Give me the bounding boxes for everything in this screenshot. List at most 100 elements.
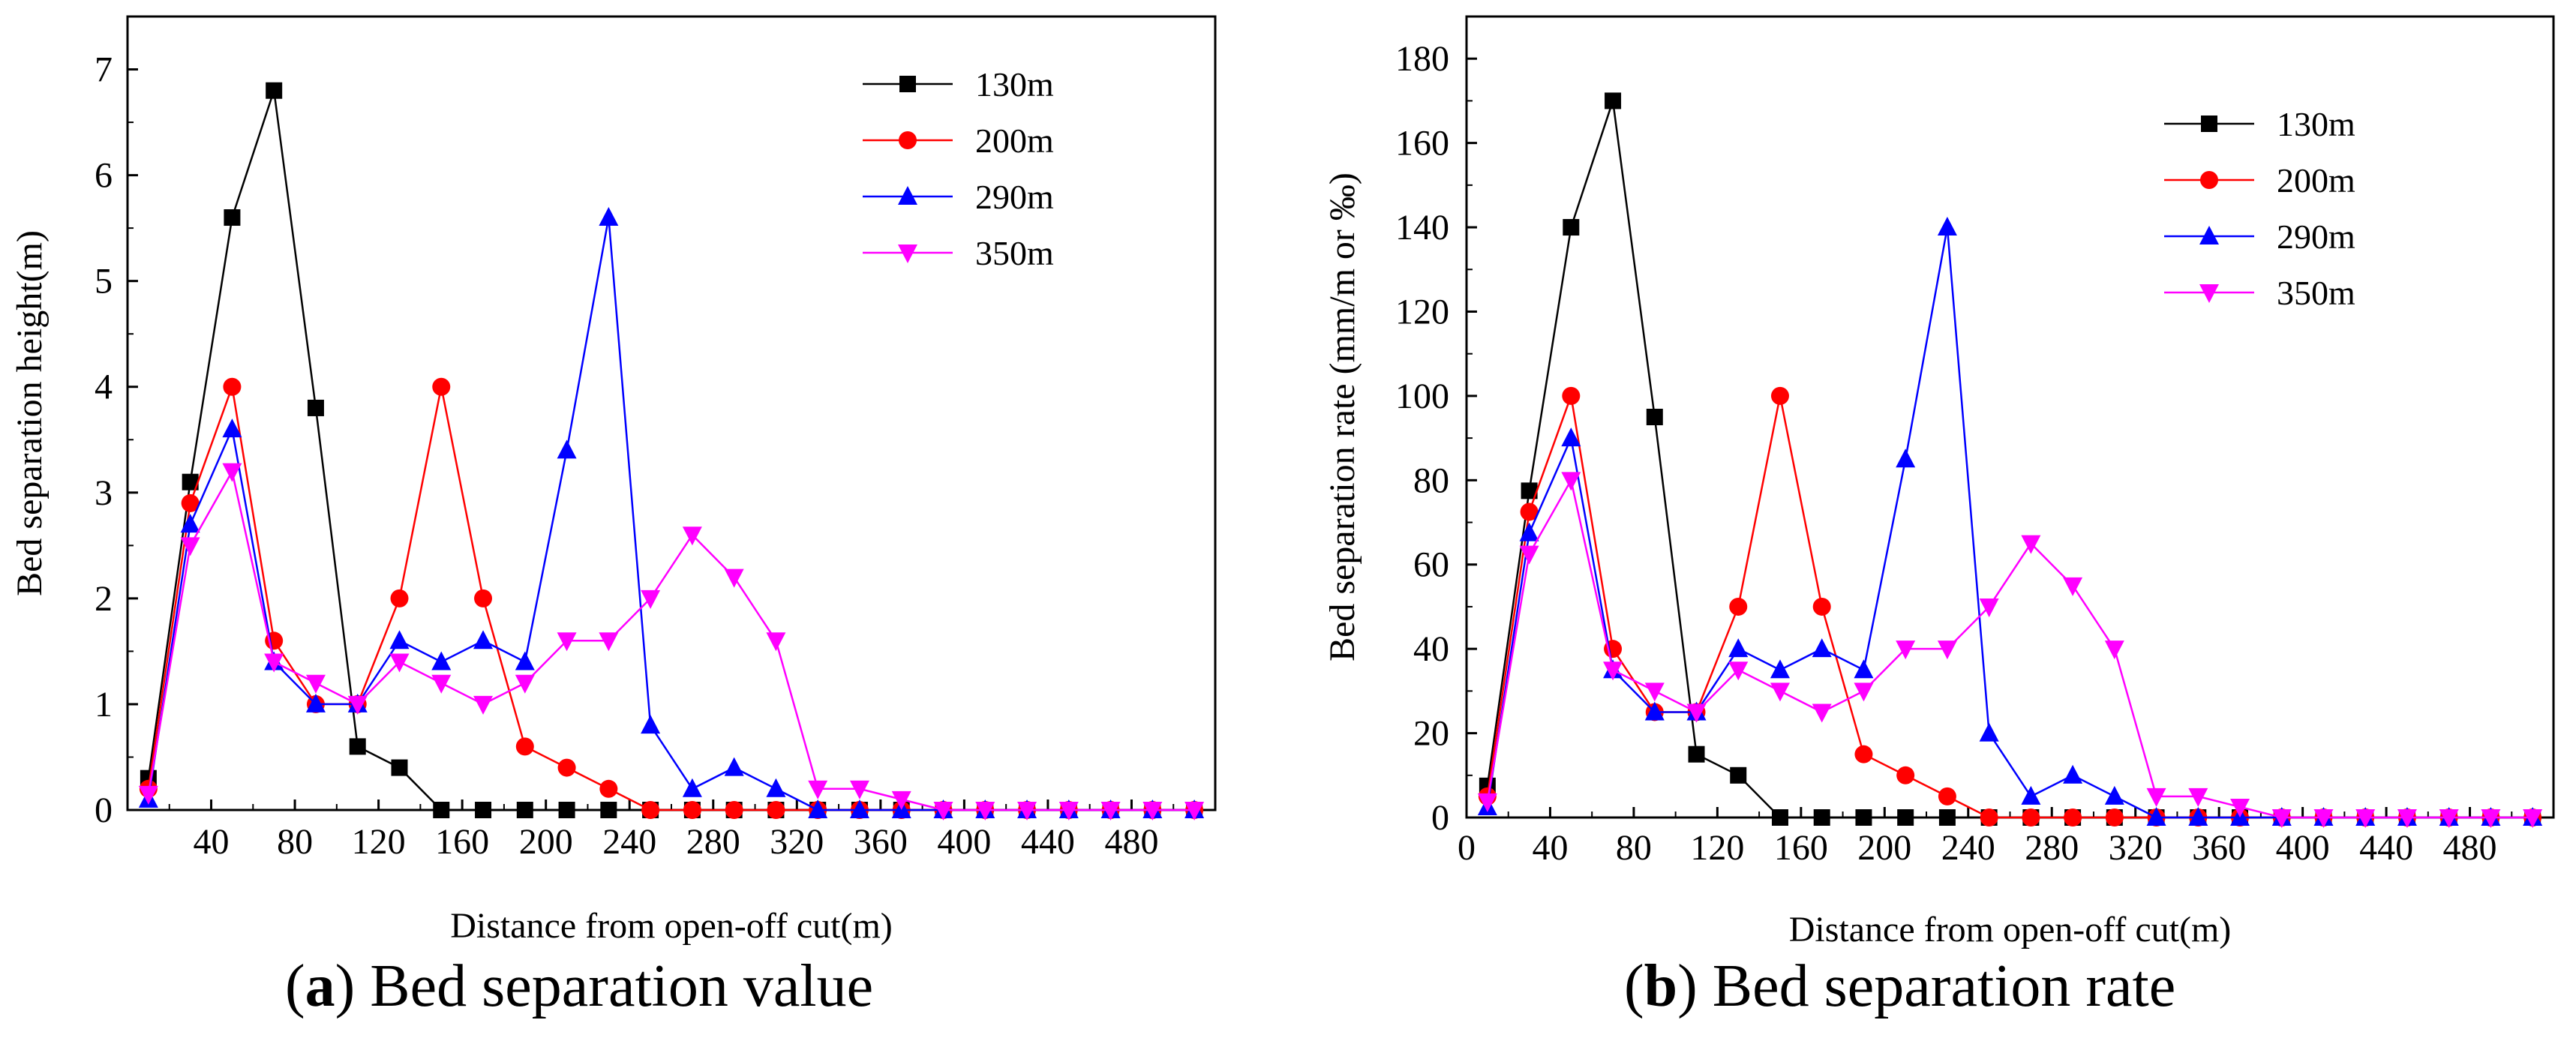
legend-marker-200m xyxy=(2200,171,2218,189)
y-tick-label: 3 xyxy=(95,473,113,513)
y-tick-label: 20 xyxy=(1413,714,1449,754)
data-point-200m xyxy=(515,737,534,756)
data-point-290m xyxy=(2146,807,2166,826)
data-point-130m xyxy=(1688,746,1705,763)
data-point-350m xyxy=(599,632,619,652)
data-point-290m xyxy=(473,630,494,650)
data-point-290m xyxy=(1854,659,1874,679)
legend-marker-290m xyxy=(2199,226,2219,244)
data-point-130m xyxy=(1521,482,1538,500)
data-point-350m xyxy=(557,632,577,652)
x-axis-title: Distance from open-off cut(m) xyxy=(1789,910,2232,950)
data-point-130m xyxy=(1730,766,1747,784)
x-tick-label: 40 xyxy=(194,822,230,862)
x-tick-label: 400 xyxy=(937,822,991,862)
data-point-350m xyxy=(641,590,661,609)
data-point-350m xyxy=(1058,802,1079,820)
data-point-350m xyxy=(347,695,368,715)
data-point-200m xyxy=(2105,808,2124,826)
data-point-350m xyxy=(808,780,828,800)
data-point-350m xyxy=(1896,640,1916,660)
series-line-350m xyxy=(147,469,1195,812)
x-tick-label: 80 xyxy=(277,822,313,862)
data-point-130m xyxy=(433,802,450,818)
data-point-200m xyxy=(599,779,618,798)
data-point-290m xyxy=(2104,785,2124,805)
data-point-130m xyxy=(1771,809,1788,826)
x-tick-label: 80 xyxy=(1616,828,1652,868)
data-point-130m xyxy=(1605,92,1622,110)
data-point-200m xyxy=(1770,386,1789,405)
data-point-350m xyxy=(180,537,200,556)
data-point-350m xyxy=(2063,577,2083,596)
data-point-290m xyxy=(724,757,744,776)
legend-label-200m: 200m xyxy=(975,122,1054,160)
y-tick-label: 140 xyxy=(1395,208,1449,248)
x-tick-label: 280 xyxy=(686,822,740,862)
data-point-350m xyxy=(2313,809,2334,828)
x-tick-label: 200 xyxy=(1857,828,1911,868)
data-point-350m xyxy=(1017,802,1037,820)
x-tick-label: 240 xyxy=(602,822,656,862)
legend-label-290m: 290m xyxy=(975,178,1054,216)
data-point-350m xyxy=(1812,704,1832,723)
data-point-200m xyxy=(1812,597,1831,616)
x-tick-label: 360 xyxy=(854,822,908,862)
data-point-290m xyxy=(766,778,786,797)
data-point-290m xyxy=(515,651,535,670)
data-point-290m xyxy=(389,630,410,650)
data-point-130m xyxy=(1897,809,1914,826)
data-point-350m xyxy=(1519,545,1539,565)
x-tick-label: 440 xyxy=(2359,828,2413,868)
data-point-350m xyxy=(1728,662,1749,681)
y-tick-label: 180 xyxy=(1395,39,1449,79)
data-point-200m xyxy=(725,801,743,819)
data-point-200m xyxy=(390,589,409,608)
y-axis-title: Bed separation height(m) xyxy=(10,230,50,596)
data-point-200m xyxy=(1854,745,1873,764)
legend-label-290m: 290m xyxy=(2277,218,2355,256)
data-point-350m xyxy=(1937,640,1957,660)
data-point-130m xyxy=(1855,809,1872,826)
data-point-290m xyxy=(808,800,828,818)
data-point-290m xyxy=(2063,764,2083,784)
x-tick-label: 0 xyxy=(1458,828,1476,868)
data-point-200m xyxy=(1562,386,1581,405)
data-point-290m xyxy=(431,651,452,670)
x-tick-label: 160 xyxy=(435,822,489,862)
legend-label-130m: 130m xyxy=(975,65,1054,104)
y-tick-label: 100 xyxy=(1395,376,1449,416)
data-point-350m xyxy=(766,632,786,652)
y-axis-title: Bed separation rate (mm/m or ‰) xyxy=(1323,172,1362,662)
data-point-350m xyxy=(1686,704,1707,723)
plot-frame xyxy=(1465,15,2555,819)
y-tick-label: 0 xyxy=(1431,798,1449,838)
data-point-350m xyxy=(682,526,702,546)
series-line-350m xyxy=(1486,477,2533,819)
y-tick-label: 6 xyxy=(95,156,113,196)
legend-marker-130m xyxy=(899,76,916,92)
y-tick-label: 2 xyxy=(95,579,113,619)
legend-label-350m: 350m xyxy=(2277,274,2355,312)
y-tick-label: 4 xyxy=(95,368,113,407)
legend-label-200m: 200m xyxy=(2277,161,2355,200)
data-point-200m xyxy=(683,801,701,819)
legend-marker-350m xyxy=(898,244,917,263)
legend-label-130m: 130m xyxy=(2277,105,2355,143)
caption-a: (a) Bed separation value xyxy=(285,953,874,1019)
data-point-350m xyxy=(138,785,158,805)
legend-marker-200m xyxy=(899,131,917,149)
data-point-130m xyxy=(307,399,324,416)
data-point-290m xyxy=(1937,217,1957,236)
data-point-350m xyxy=(891,790,911,810)
data-point-130m xyxy=(1938,809,1956,826)
data-point-200m xyxy=(767,801,785,819)
data-point-350m xyxy=(1100,802,1121,820)
y-tick-label: 40 xyxy=(1413,629,1449,669)
data-point-200m xyxy=(432,377,451,396)
data-point-200m xyxy=(223,377,242,396)
data-point-290m xyxy=(1896,448,1916,468)
data-point-350m xyxy=(2021,535,2041,554)
x-tick-label: 120 xyxy=(352,822,406,862)
